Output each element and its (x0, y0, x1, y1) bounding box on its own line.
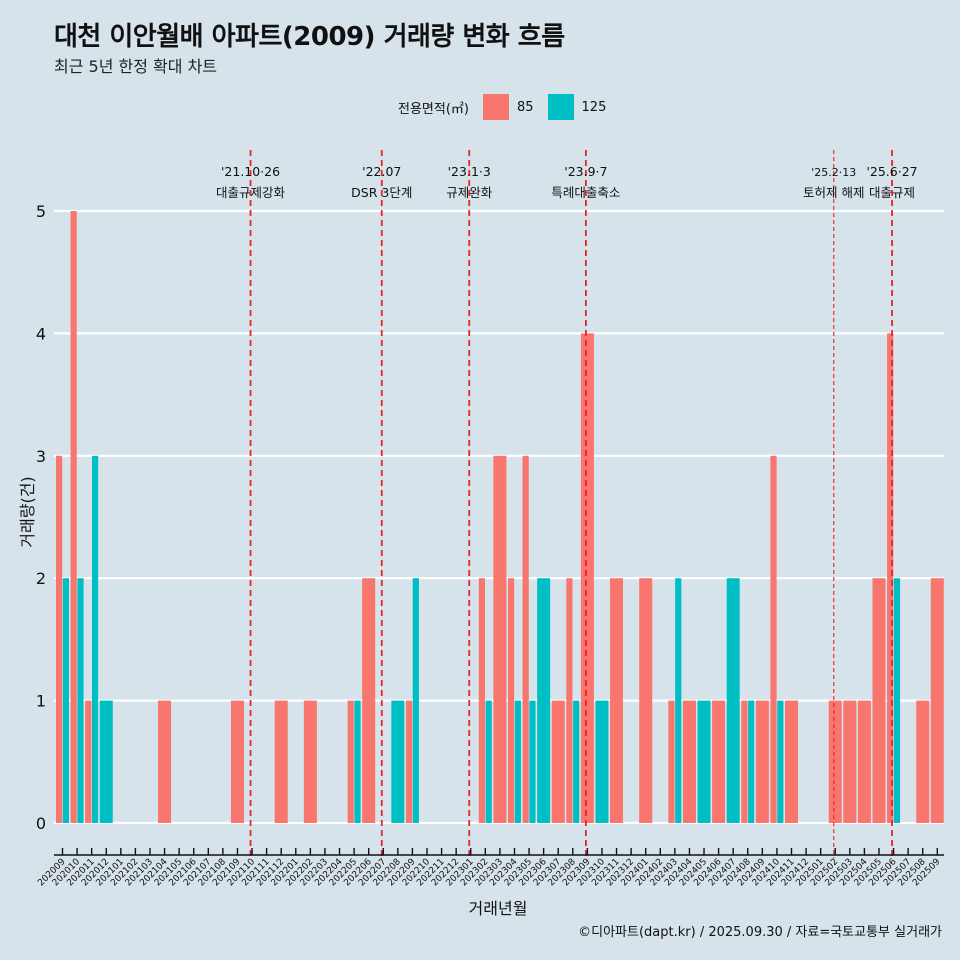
bar-85 (668, 700, 675, 823)
bar-85 (916, 700, 930, 823)
bar-85 (755, 700, 769, 823)
bar-125 (537, 578, 551, 823)
y-axis-title: 거래량(건) (18, 476, 37, 547)
bar-125 (354, 700, 361, 823)
bar-125 (77, 578, 84, 823)
bar-85 (770, 455, 777, 823)
bar-125 (726, 578, 740, 823)
bar-85 (158, 700, 172, 823)
event-name-label: DSR 3단계 (351, 185, 412, 200)
event-date-label: '25.6·27 (866, 164, 917, 179)
bar-125 (573, 700, 580, 823)
bar-85 (566, 578, 573, 823)
bar-85 (347, 700, 354, 823)
source-caption: ©디아파트(dapt.kr) / 2025.09.30 / 자료=국토교통부 실… (578, 925, 942, 940)
y-tick-label: 4 (36, 324, 46, 343)
event-date-label: '23.9·7 (564, 164, 607, 179)
bar-85 (682, 700, 696, 823)
legend-title: 전용면적(㎡) (398, 101, 469, 117)
event-date-label: '21.10·26 (221, 164, 280, 179)
bar-125 (391, 700, 405, 823)
event-date-label: '22.07 (362, 164, 401, 179)
bar-125 (62, 578, 69, 823)
legend-label-85: 85 (516, 99, 534, 115)
bar-125 (777, 700, 784, 823)
bar-125 (748, 700, 755, 823)
bar-85 (303, 700, 317, 823)
bar-125 (514, 700, 521, 823)
event-name-label: 규제완화 (446, 185, 493, 200)
bar-85 (507, 578, 515, 823)
bar-85 (478, 578, 486, 823)
legend-label-125: 125 (581, 99, 607, 115)
legend: 전용면적(㎡) 85 125 (398, 94, 610, 120)
y-tick-label: 0 (36, 814, 46, 833)
bar-85 (610, 578, 624, 823)
event-name-label: 특례대출축소 (551, 185, 620, 200)
bar-85 (85, 700, 92, 823)
bar-85 (274, 700, 288, 823)
event-name-label: 토허제 해제 (803, 185, 864, 200)
legend-key-85 (482, 94, 509, 120)
event-date-label: '23.1·3 (448, 164, 491, 179)
event-name-label: 대출규제강화 (216, 185, 286, 200)
x-axis-title: 거래년월 (469, 899, 528, 918)
y-tick-label: 2 (36, 569, 46, 588)
bar-85 (580, 333, 594, 823)
bar-125 (485, 700, 492, 823)
bar-85 (56, 455, 63, 823)
bar-125 (529, 700, 536, 823)
bar-85 (785, 700, 798, 823)
legend-key-125 (547, 94, 574, 120)
bar-85 (522, 455, 529, 823)
y-tick-label: 1 (36, 692, 46, 711)
event-name-label: 대출규제 (869, 185, 915, 200)
bar-85 (230, 700, 244, 823)
bar-85 (362, 578, 376, 823)
y-tick-label: 3 (36, 447, 46, 466)
chart-title: 대천 이안월배 아파트(2009) 거래량 변화 흐름 (54, 22, 565, 52)
bar-85 (551, 700, 565, 823)
bar-85 (712, 700, 726, 823)
bar-125 (893, 578, 901, 823)
bar-85 (887, 333, 894, 823)
event-date-label: '25.2·13 (811, 166, 856, 179)
bar-125 (697, 700, 711, 823)
bar-125 (412, 578, 419, 823)
y-tick-label: 5 (36, 202, 46, 221)
chart-subtitle: 최근 5년 한정 확대 차트 (54, 57, 218, 76)
bar-85 (741, 700, 748, 823)
bar-85 (493, 455, 507, 823)
bar-85 (639, 578, 653, 823)
bar-85 (872, 578, 886, 823)
bar-85 (405, 700, 413, 823)
bar-125 (675, 578, 682, 823)
bar-85 (828, 700, 842, 823)
bar-85 (843, 700, 857, 823)
bar-85 (857, 700, 871, 823)
bar-85 (70, 211, 77, 823)
bar-125 (99, 700, 113, 823)
bar-85 (930, 578, 944, 823)
bar-125 (595, 700, 609, 823)
bar-125 (91, 455, 99, 823)
